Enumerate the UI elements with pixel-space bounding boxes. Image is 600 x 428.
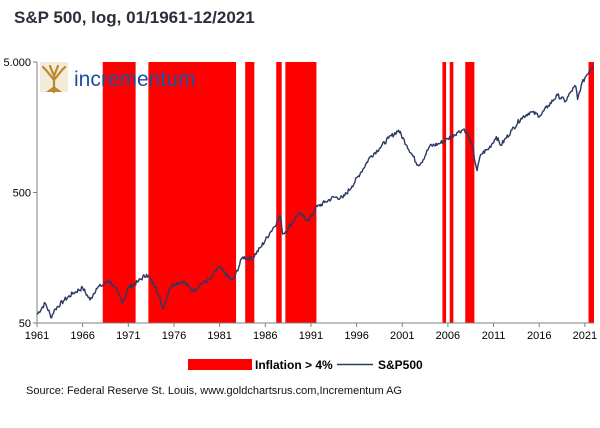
x-axis-ticks: 1961 1966 1971 1976 1981 1986 1991 1996 2001 2006… — [25, 323, 597, 342]
logo-wordmark: incrementum — [74, 68, 195, 91]
x-tick-label-12: 2021 — [573, 330, 597, 342]
x-tick-label-9: 2006 — [436, 330, 460, 342]
tree-logo-icon — [40, 62, 68, 94]
y-tick-label-1: 500 — [13, 188, 31, 200]
x-tick-label-0: 1961 — [25, 330, 49, 342]
y-tick-label-0: 50 — [19, 318, 31, 330]
x-tick-label-10: 2011 — [482, 330, 506, 342]
inflation-bar-6 — [449, 62, 454, 323]
legend-label-sp500: S&P500 — [378, 358, 423, 372]
inflation-bars — [102, 62, 594, 323]
legend-label-inflation: Inflation > 4% — [255, 358, 333, 372]
x-tick-label-7: 1996 — [344, 330, 368, 342]
x-tick-label-4: 1981 — [207, 330, 231, 342]
x-tick-label-11: 2016 — [527, 330, 551, 342]
incrementum-logo: incrementum — [40, 62, 195, 94]
inflation-bar-1 — [148, 62, 237, 323]
chart-title: S&P 500, log, 01/1961-12/2021 — [14, 8, 255, 27]
y-tick-label-2: 5.000 — [3, 57, 31, 69]
x-tick-label-2: 1971 — [116, 330, 140, 342]
inflation-bar-2 — [245, 62, 255, 323]
source-note: Source: Federal Reserve St. Louis, www.g… — [26, 385, 402, 397]
inflation-bar-8 — [588, 62, 594, 323]
x-tick-label-5: 1986 — [253, 330, 277, 342]
x-tick-label-8: 2001 — [390, 330, 414, 342]
sp500-line — [36, 65, 594, 319]
x-tick-label-3: 1976 — [162, 330, 186, 342]
y-axis-ticks: 50 500 5.000 — [3, 57, 37, 330]
legend: Inflation > 4% S&P500 — [188, 358, 423, 372]
inflation-bar-7 — [465, 62, 475, 323]
x-tick-label-1: 1966 — [70, 330, 94, 342]
inflation-bar-0 — [102, 62, 136, 323]
x-tick-label-6: 1991 — [299, 330, 323, 342]
legend-swatch-inflation — [188, 359, 252, 370]
inflation-bar-5 — [442, 62, 447, 323]
inflation-bar-4 — [285, 62, 317, 323]
inflation-bar-3 — [276, 62, 282, 323]
